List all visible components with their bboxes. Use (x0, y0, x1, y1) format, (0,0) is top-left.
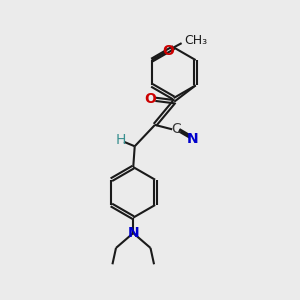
Text: H: H (115, 133, 126, 147)
Text: N: N (187, 132, 198, 145)
Text: CH₃: CH₃ (184, 34, 208, 47)
Text: C: C (172, 122, 181, 136)
Text: O: O (145, 92, 156, 106)
Text: O: O (162, 44, 174, 58)
Text: N: N (128, 226, 139, 240)
